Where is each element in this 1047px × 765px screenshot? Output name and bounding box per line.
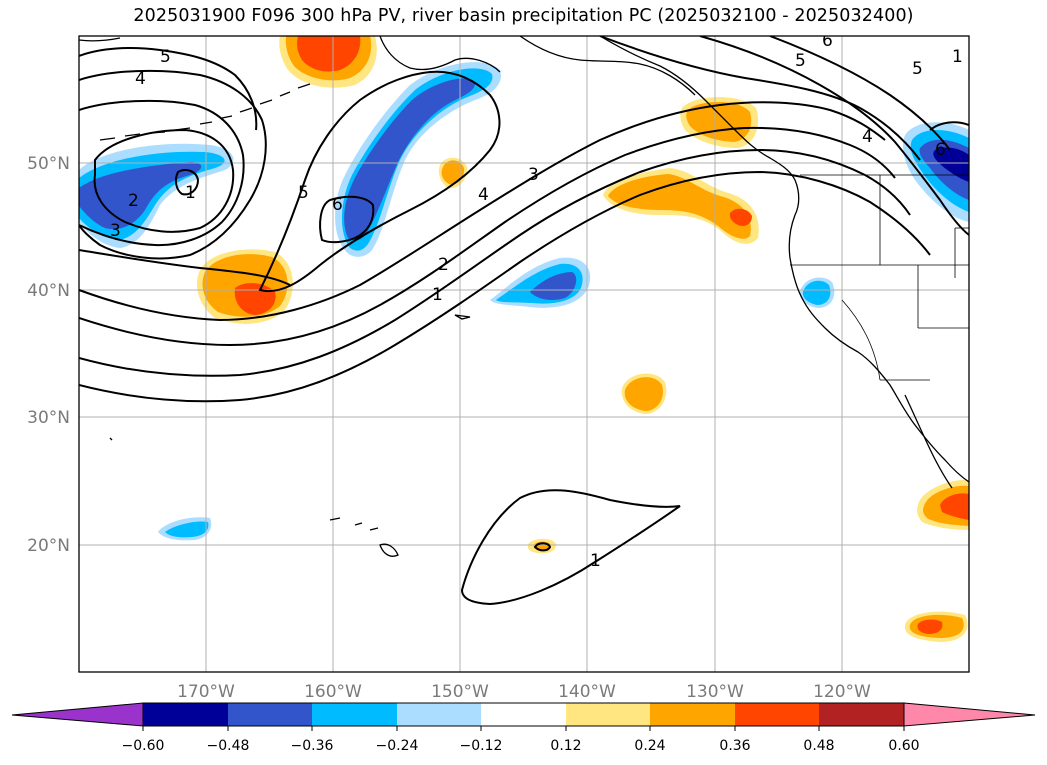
contour-6-corner: [929, 121, 969, 131]
pv-contours: [79, 36, 969, 606]
colorbar-bin: [312, 703, 397, 726]
contour-4-northeast: [769, 36, 951, 151]
contour-1-subtropical: [460, 489, 681, 606]
lon-label: 120°W: [813, 682, 871, 702]
colorbar-tick-label: −0.24: [376, 738, 419, 754]
colorbar-bin: [819, 703, 904, 726]
contour-label: 4: [135, 69, 146, 89]
lon-label: 150°W: [431, 682, 489, 702]
contour-label: 6: [332, 195, 343, 215]
contour-label: 5: [160, 47, 171, 67]
colorbar: −0.60 −0.48 −0.36 −0.24 −0.12 0.12 0.24 …: [11, 702, 1036, 754]
colorbar-bin: [735, 703, 819, 726]
contour-label: 3: [528, 165, 539, 185]
colorbar-tick-label: −0.12: [460, 738, 503, 754]
contour-6-northeast: [599, 36, 921, 161]
contour-label: 2: [128, 191, 139, 211]
lat-label: 30°N: [27, 408, 70, 428]
contour-4-ridge: [79, 101, 886, 322]
contour-1-small: [533, 542, 552, 552]
contour-label: 6: [935, 140, 946, 160]
colorbar-tick-label: 0.60: [888, 738, 919, 754]
lat-label: 40°N: [27, 281, 70, 301]
contour-label: 6: [822, 31, 833, 51]
colorbar-bin: [481, 703, 566, 726]
colorbar-tick-label: 0.12: [550, 738, 581, 754]
political-borders: [790, 174, 969, 381]
contour-4-west: [79, 69, 267, 260]
lon-label: 160°W: [304, 682, 362, 702]
colorbar-bin: [566, 703, 650, 726]
contour-2-ridge: [79, 148, 911, 377]
contour-1-ridge: [79, 170, 931, 403]
contour-label: 1: [952, 47, 963, 67]
colorbar-tick-label: −0.60: [122, 738, 165, 754]
contour-label: 4: [478, 185, 489, 205]
chart-title: 2025031900 F096 300 hPa PV, river basin …: [133, 6, 914, 26]
contour-3-ridge: [79, 126, 896, 347]
contour-label: 4: [862, 127, 873, 147]
contour-label: 3: [110, 221, 121, 241]
latitude-labels: 50°N 40°N 30°N 20°N: [27, 154, 70, 556]
map-background: [79, 36, 969, 672]
colorbar-tick-label: 0.48: [803, 738, 834, 754]
contour-label: 5: [795, 51, 806, 71]
colorbar-bin: [228, 703, 312, 726]
colorbar-extend-high: [903, 702, 1036, 727]
contour-5-west: [79, 47, 258, 131]
contour-label: 1: [590, 551, 601, 571]
colorbar-tick-label: −0.36: [291, 738, 334, 754]
colorbar-bin: [650, 703, 735, 726]
lon-label: 170°W: [177, 682, 235, 702]
contour-5-trough: [258, 70, 501, 293]
contour-label: 5: [298, 183, 309, 203]
contour-label: 1: [185, 183, 196, 203]
colorbar-bin: [397, 703, 481, 726]
contour-1-west: [174, 169, 200, 196]
map-frame: [78, 35, 970, 673]
contour-labels: 5 4 2 3 1 5 6 4 3 2 1 1 6 5 5 4 6 1: [110, 31, 963, 571]
lon-label: 130°W: [686, 682, 744, 702]
contour-label: 5: [912, 59, 923, 79]
colorbar-tick-label: 0.24: [634, 738, 665, 754]
contour-5-northeast: [699, 36, 969, 236]
contour-3-west: [79, 99, 245, 247]
contour-label: 1: [432, 285, 443, 305]
lon-label: 140°W: [558, 682, 616, 702]
colorbar-extend-low: [11, 702, 144, 727]
lat-label: 50°N: [27, 154, 70, 174]
contour-6-trough: [319, 195, 375, 244]
colorbar-tick-label: 0.36: [719, 738, 750, 754]
longitude-labels: 170°W 160°W 150°W 140°W 130°W 120°W: [177, 682, 871, 702]
lat-label: 20°N: [27, 536, 70, 556]
contour-2-west: [93, 128, 235, 233]
colorbar-tick-label: −0.48: [207, 738, 250, 754]
contour-label: 2: [438, 255, 449, 275]
colorbar-bin: [143, 703, 228, 726]
